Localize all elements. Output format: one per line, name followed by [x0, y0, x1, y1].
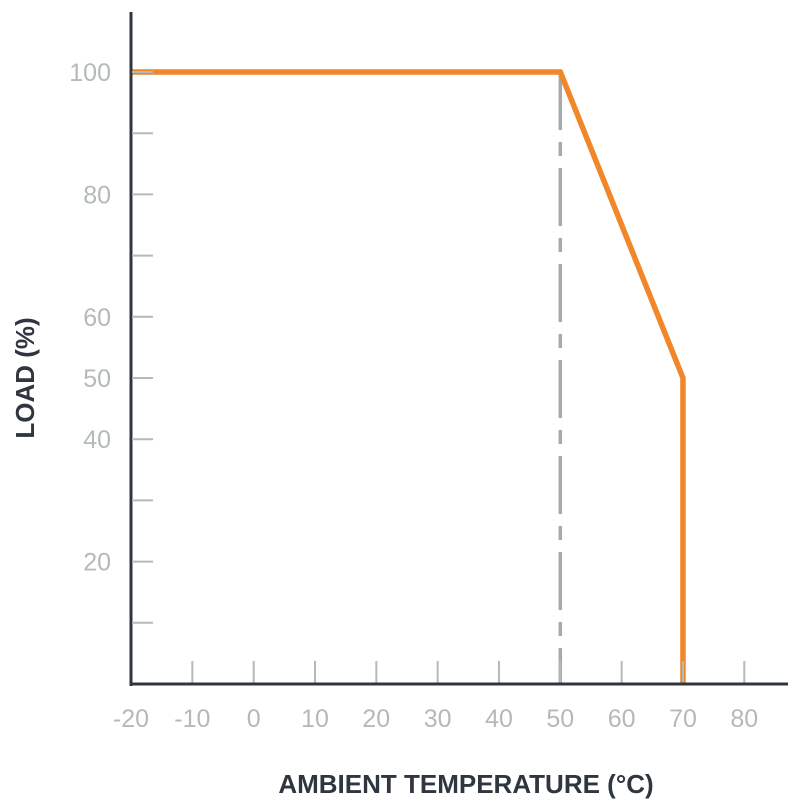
y-tick-layer: 20 40 50 60 80 100 — [69, 59, 153, 624]
x-axis-title: AMBIENT TEMPERATURE (°C) — [278, 769, 653, 799]
x-tick-label: 30 — [424, 705, 452, 733]
x-tick-label: -10 — [174, 705, 210, 733]
x-tick-label: 40 — [485, 705, 513, 733]
y-axis-title: LOAD (%) — [10, 317, 40, 438]
series-line — [131, 69, 686, 684]
x-tick-label: 20 — [362, 705, 390, 733]
y-tick-label: 60 — [83, 304, 111, 332]
x-tick-label: 0 — [247, 705, 261, 733]
x-tick-layer: -20 -10 0 10 20 30 40 50 60 70 80 — [113, 661, 758, 733]
y-tick-label: 80 — [83, 181, 111, 209]
x-tick-label: 80 — [730, 705, 758, 733]
x-tick-label: 10 — [301, 705, 329, 733]
x-tick-label: 50 — [546, 705, 574, 733]
x-tick-label: 60 — [608, 705, 636, 733]
axis-layer — [129, 12, 788, 686]
x-tick-label: -20 — [113, 705, 149, 733]
y-tick-label: 50 — [83, 365, 111, 393]
series-layer — [131, 69, 686, 684]
x-tick-label: 70 — [669, 705, 697, 733]
y-tick-label: 100 — [69, 59, 111, 87]
y-tick-label: 40 — [83, 426, 111, 454]
y-tick-label: 20 — [83, 549, 111, 577]
